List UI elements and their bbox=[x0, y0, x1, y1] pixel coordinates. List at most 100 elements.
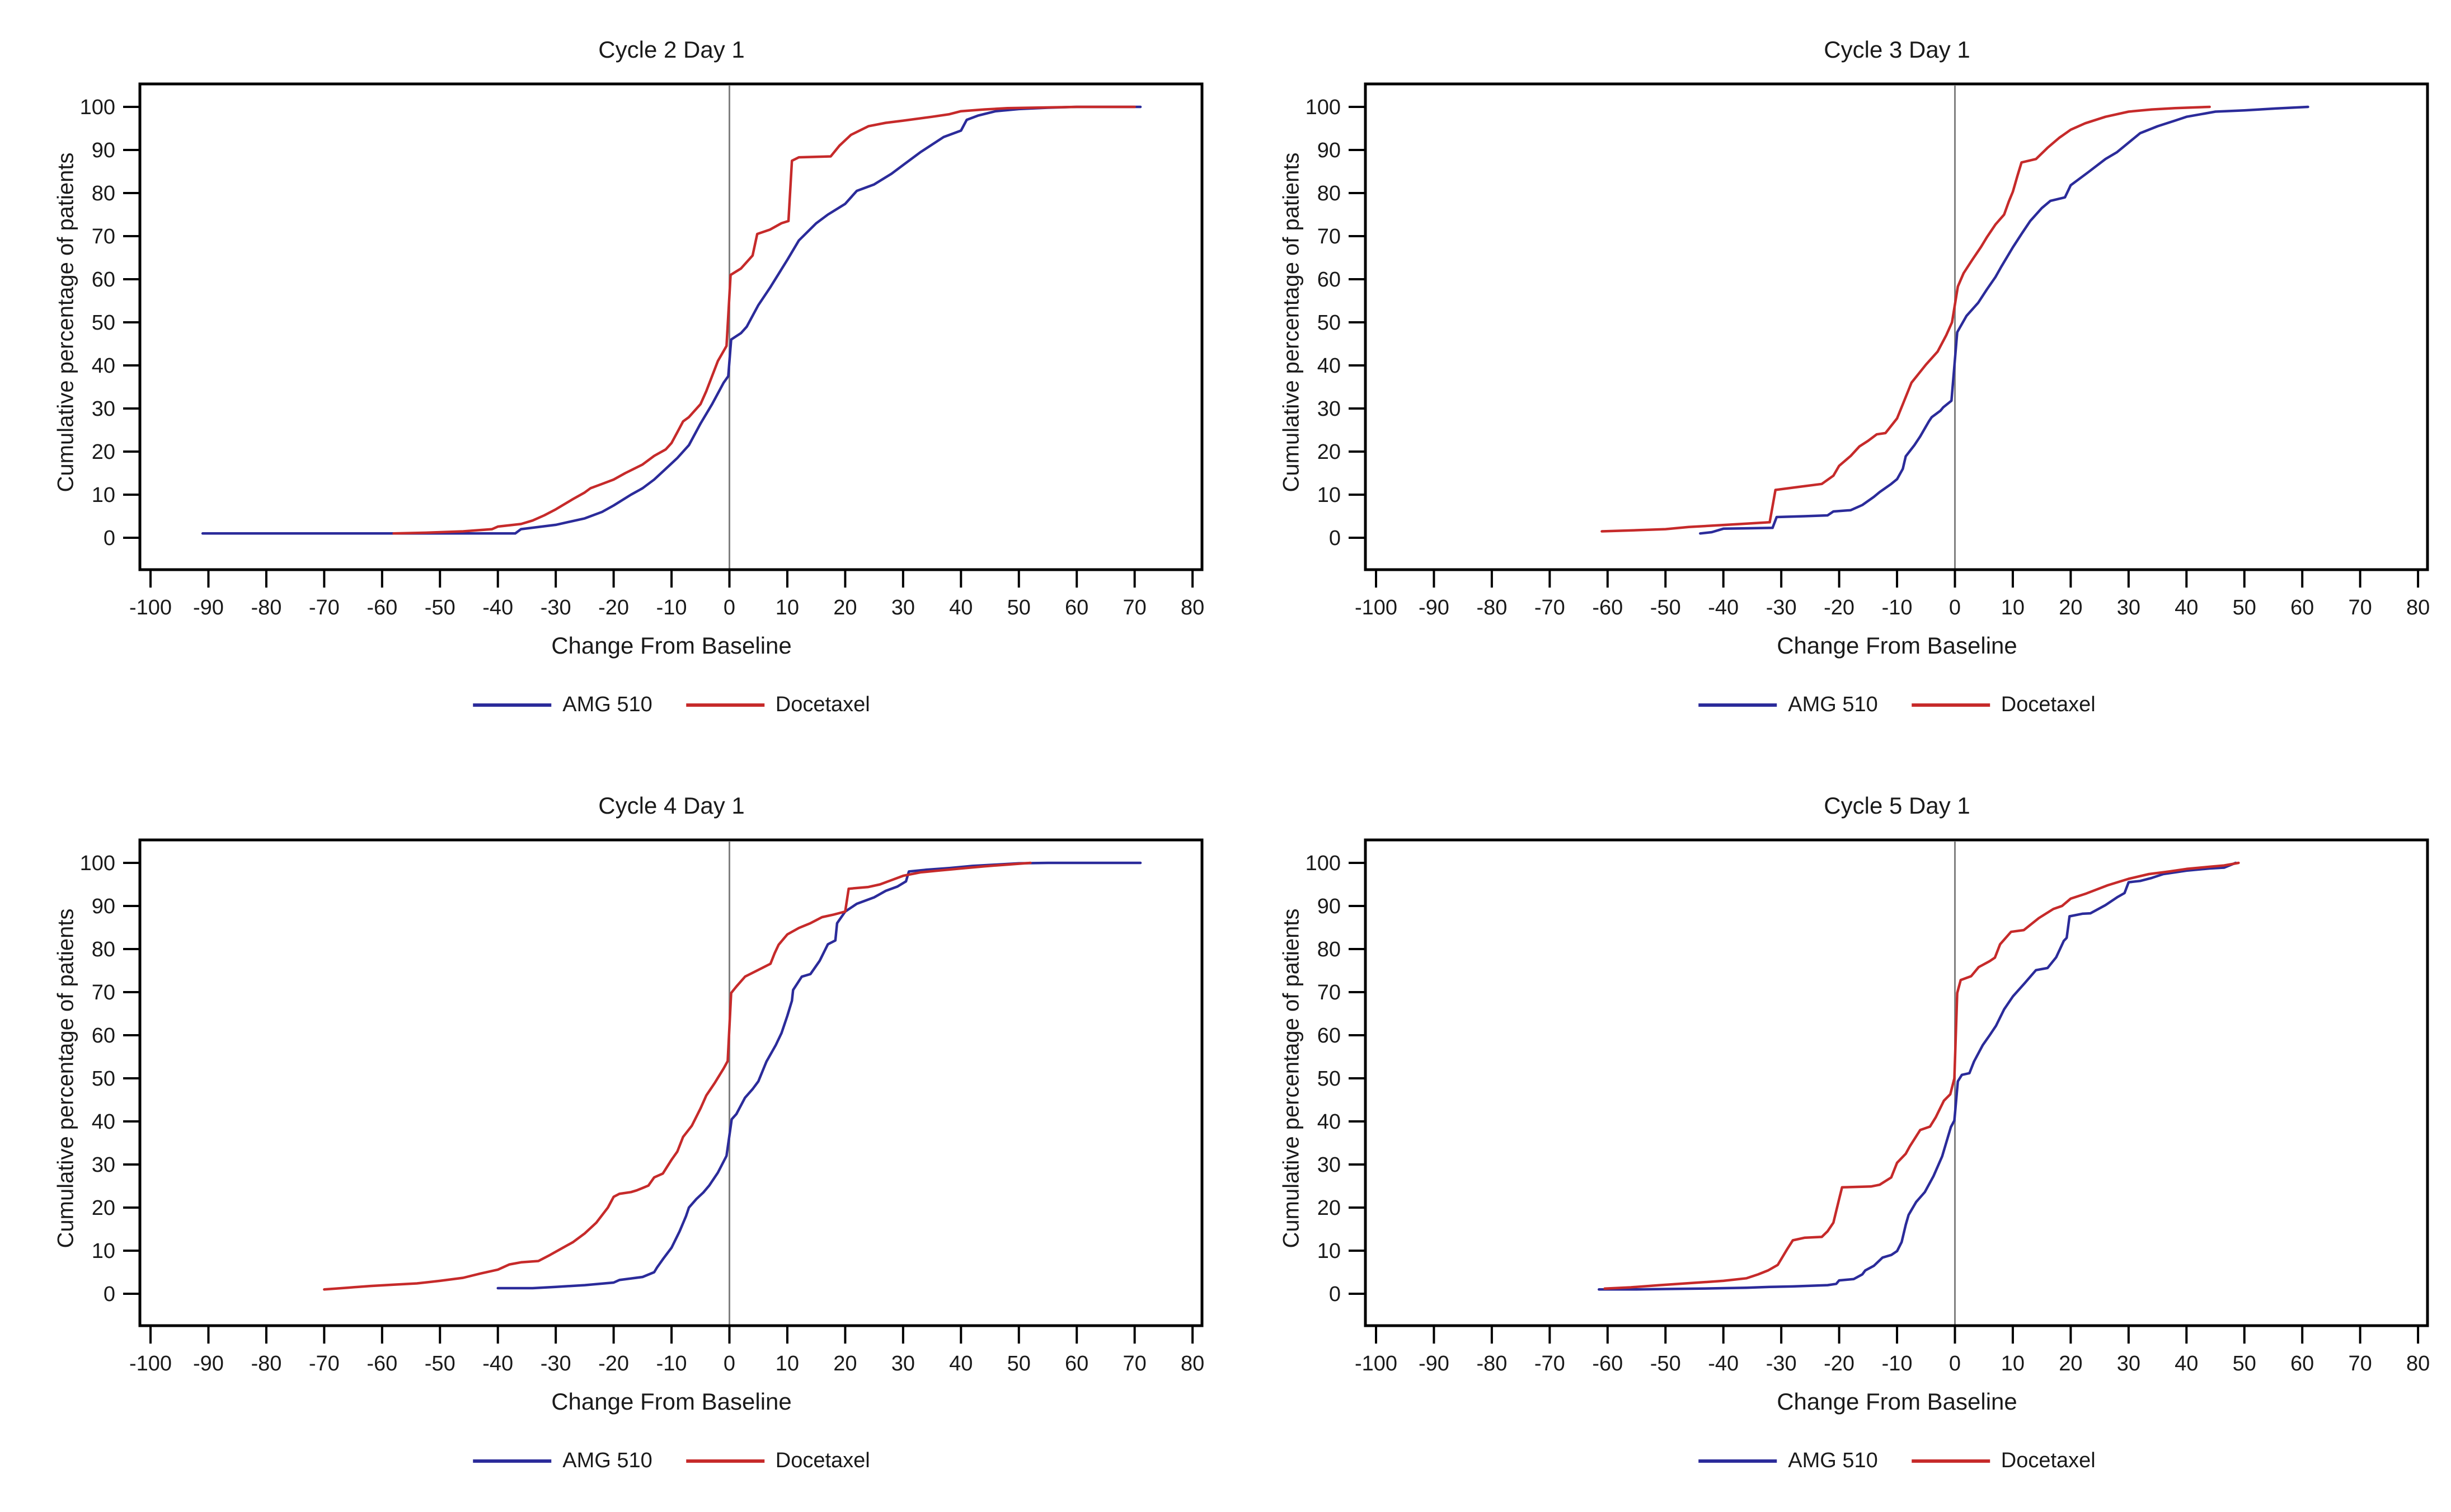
x-tick-label: -90 bbox=[1419, 1352, 1449, 1375]
y-tick-label: 40 bbox=[1317, 1110, 1341, 1134]
x-tick-label: 0 bbox=[724, 1352, 735, 1375]
x-tick-label: -60 bbox=[367, 596, 397, 619]
x-tick-label: -50 bbox=[425, 1352, 456, 1375]
x-tick-label: 80 bbox=[2406, 596, 2430, 619]
x-tick-label: 50 bbox=[1007, 1352, 1031, 1375]
series-line-amg-510 bbox=[496, 861, 1142, 1290]
x-tick-label: 40 bbox=[2175, 596, 2198, 619]
chart-title: Cycle 5 Day 1 bbox=[1824, 792, 1970, 819]
chart-title: Cycle 2 Day 1 bbox=[598, 36, 745, 63]
x-tick-label: -20 bbox=[598, 596, 629, 619]
legend-item-docetaxel: Docetaxel bbox=[685, 693, 870, 717]
y-tick-label: 10 bbox=[92, 1239, 115, 1263]
y-axis: 0 10 20 30 40 50 60 70 80 90 100 bbox=[1306, 96, 1365, 550]
x-tick-label: -40 bbox=[482, 1352, 513, 1375]
x-tick-label: 80 bbox=[1181, 596, 1204, 619]
x-tick-label: 30 bbox=[2117, 1352, 2140, 1375]
x-tick-label: -90 bbox=[193, 1352, 224, 1375]
y-axis: 0 10 20 30 40 50 60 70 80 90 100 bbox=[1306, 852, 1365, 1306]
x-tick-label: -50 bbox=[1650, 1352, 1681, 1375]
x-tick-label: -30 bbox=[541, 1352, 571, 1375]
y-tick-label: 100 bbox=[80, 96, 115, 119]
y-tick-label: 20 bbox=[1317, 440, 1341, 464]
x-tick-label: -100 bbox=[129, 1352, 172, 1375]
x-tick-label: -60 bbox=[367, 1352, 397, 1375]
y-tick-label: 70 bbox=[92, 981, 115, 1004]
x-tick-label: -10 bbox=[656, 596, 687, 619]
y-tick-label: 50 bbox=[1317, 1067, 1341, 1091]
x-tick-label: -100 bbox=[129, 596, 172, 619]
cdf-chart-cycle-2: -100 -90 -80 -70 -60 -50 -40 -30 -20 -10 0 10 20 30 40… bbox=[80, 82, 1204, 619]
chart-panel-cycle-2-day-1: -100 -90 -80 -70 -60 -50 -40 -30 -20 -10 0 10 20 30 40… bbox=[0, 0, 1226, 756]
legend-item-docetaxel: Docetaxel bbox=[1911, 1449, 2096, 1473]
x-tick-label: -40 bbox=[1708, 596, 1739, 619]
legend-label: Docetaxel bbox=[775, 1449, 870, 1472]
x-tick-label: 50 bbox=[1007, 596, 1031, 619]
y-tick-label: 60 bbox=[1317, 1024, 1341, 1048]
x-axis: -100 -90 -80 -70 -60 -50 -40 -30 -20 -10 0 10 20 30 40… bbox=[1355, 570, 2430, 619]
legend-line-swatch-blue bbox=[473, 703, 552, 707]
y-tick-label: 20 bbox=[92, 1196, 115, 1220]
plot-frame bbox=[1364, 82, 2429, 571]
x-tick-label: -20 bbox=[598, 1352, 629, 1375]
x-tick-label: 40 bbox=[949, 596, 973, 619]
y-tick-label: 10 bbox=[1317, 483, 1341, 507]
y-tick-label: 30 bbox=[1317, 397, 1341, 421]
legend-line-swatch-red bbox=[1911, 1459, 1990, 1463]
plot-frame bbox=[138, 82, 1204, 571]
legend-label: AMG 510 bbox=[1788, 693, 1878, 716]
x-tick-label: 40 bbox=[2175, 1352, 2198, 1375]
y-tick-label: 70 bbox=[92, 225, 115, 248]
x-tick-label: -90 bbox=[1419, 596, 1449, 619]
x-tick-label: 70 bbox=[2349, 596, 2372, 619]
x-tick-label: 20 bbox=[2059, 1352, 2082, 1375]
series-line-docetaxel bbox=[392, 105, 1136, 535]
chart-panel-cycle-4-day-1: -100 -90 -80 -70 -60 -50 -40 -30 -20 -10 0 10 20 30 40… bbox=[0, 756, 1226, 1512]
x-tick-label: -30 bbox=[541, 596, 571, 619]
series-line-amg-510 bbox=[1699, 105, 2309, 535]
y-tick-label: 70 bbox=[1317, 225, 1341, 248]
legend-item-amg510: AMG 510 bbox=[1698, 693, 1878, 717]
x-axis: -100 -90 -80 -70 -60 -50 -40 -30 -20 -10 0 10 20 30 40… bbox=[129, 1326, 1204, 1375]
y-tick-label: 60 bbox=[92, 268, 115, 292]
chart-title: Cycle 4 Day 1 bbox=[598, 792, 745, 819]
legend-label: Docetaxel bbox=[775, 693, 870, 716]
y-tick-label: 70 bbox=[1317, 981, 1341, 1004]
legend-label: AMG 510 bbox=[1788, 1449, 1878, 1472]
chart-panel-cycle-3-day-1: -100 -90 -80 -70 -60 -50 -40 -30 -20 -10 0 10 20 30 40… bbox=[1226, 0, 2451, 756]
y-tick-label: 80 bbox=[92, 938, 115, 961]
x-tick-label: -80 bbox=[251, 1352, 281, 1375]
y-tick-label: 80 bbox=[1317, 182, 1341, 205]
x-tick-label: -80 bbox=[1476, 596, 1507, 619]
y-tick-label: 0 bbox=[1329, 1283, 1341, 1306]
legend-line-swatch-blue bbox=[1698, 703, 1777, 707]
chart-title: Cycle 3 Day 1 bbox=[1824, 36, 1970, 63]
x-tick-label: -40 bbox=[1708, 1352, 1739, 1375]
y-tick-label: 40 bbox=[92, 354, 115, 378]
series-line-docetaxel bbox=[1603, 861, 2240, 1290]
x-tick-label: 30 bbox=[2117, 596, 2140, 619]
x-tick-label: 60 bbox=[1065, 1352, 1088, 1375]
series-line-docetaxel bbox=[1600, 105, 2211, 533]
x-tick-label: -90 bbox=[193, 596, 224, 619]
x-tick-label: -100 bbox=[1355, 596, 1397, 619]
y-tick-label: 60 bbox=[92, 1024, 115, 1048]
y-axis: 0 10 20 30 40 50 60 70 80 90 100 bbox=[80, 852, 140, 1306]
y-tick-label: 0 bbox=[1329, 527, 1341, 550]
plot-frame bbox=[138, 838, 1204, 1327]
legend-label: AMG 510 bbox=[562, 693, 652, 716]
x-tick-label: -80 bbox=[251, 596, 281, 619]
legend-label: Docetaxel bbox=[2001, 1449, 2096, 1472]
y-tick-label: 0 bbox=[104, 1283, 115, 1306]
legend: AMG 510 Docetaxel bbox=[1698, 693, 2096, 717]
y-tick-label: 50 bbox=[92, 1067, 115, 1091]
y-axis-label: Cumulative percentage of patients bbox=[53, 908, 78, 1248]
x-tick-label: 60 bbox=[2290, 1352, 2314, 1375]
legend: AMG 510 Docetaxel bbox=[473, 1449, 870, 1473]
x-tick-label: 10 bbox=[2001, 1352, 2025, 1375]
x-axis-label: Change From Baseline bbox=[551, 1388, 792, 1415]
legend-item-docetaxel: Docetaxel bbox=[1911, 693, 2096, 717]
legend-line-swatch-blue bbox=[473, 1459, 552, 1463]
legend-line-swatch-red bbox=[1911, 703, 1990, 707]
x-tick-label: -80 bbox=[1476, 1352, 1507, 1375]
